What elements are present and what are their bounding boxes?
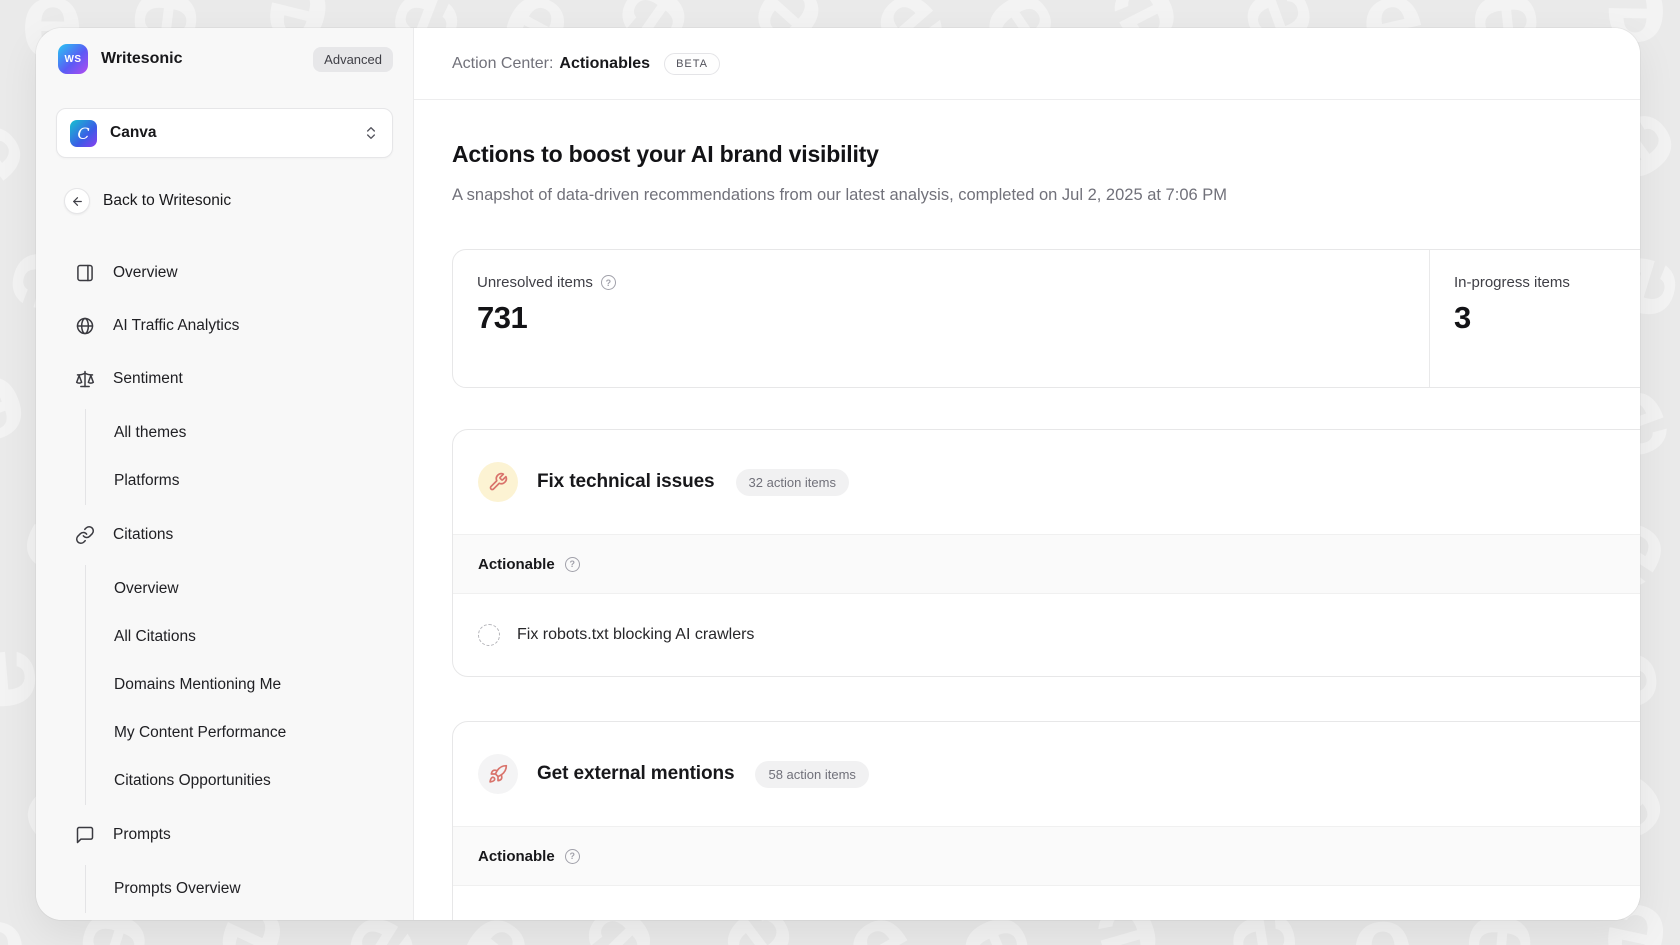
actionable-item-label: Fix robots.txt blocking AI crawlers: [517, 626, 755, 643]
rocket-icon: [478, 754, 518, 794]
sidebar-item-label: Citations: [113, 526, 174, 543]
back-to-writesonic-link[interactable]: Back to Writesonic: [56, 188, 393, 214]
wrench-icon: [478, 462, 518, 502]
canva-logo-icon: C: [70, 119, 97, 147]
sidebar-item-overview[interactable]: Overview: [75, 250, 393, 296]
chevrons-up-down-icon: [367, 127, 375, 139]
sidebar-item-label: AI Traffic Analytics: [113, 317, 240, 334]
breadcrumb-prefix: Action Center:: [452, 54, 554, 72]
sidebar: WS Writesonic Advanced C Canva Back to W…: [36, 28, 414, 920]
workspace-name: Canva: [110, 124, 157, 141]
status-circle-icon[interactable]: [478, 624, 500, 646]
back-button[interactable]: [64, 188, 90, 214]
action-items-count-badge: 32 action items: [735, 468, 849, 496]
sidebar-item-all-themes[interactable]: All themes: [114, 424, 187, 441]
sidebar-item-domains-mentioning-me[interactable]: Domains Mentioning Me: [114, 676, 282, 693]
clipped-item-row: [453, 886, 1640, 920]
sidebar-item-label: Prompts: [113, 826, 171, 843]
sidebar-item-label: Sentiment: [113, 370, 183, 387]
sidebar-item-label: Overview: [113, 264, 178, 281]
sidebar-item-my-content-performance[interactable]: My Content Performance: [114, 724, 287, 741]
actionable-item[interactable]: Fix robots.txt blocking AI crawlers: [453, 594, 1640, 676]
plan-badge: Advanced: [313, 46, 393, 72]
action-card-fix-technical-issues: Fix technical issues 32 action items Act…: [452, 429, 1640, 677]
sidebar-item-citations[interactable]: Citations: [75, 512, 393, 558]
stat-unresolved: Unresolved items ? 731: [477, 274, 1640, 336]
action-items-count-badge: 58 action items: [755, 760, 869, 788]
actionable-section-header: Actionable ?: [453, 534, 1640, 594]
brand-name: Writesonic: [101, 50, 183, 67]
card-title: Fix technical issues: [537, 471, 715, 492]
prompts-subnav: Prompts Overview: [85, 865, 393, 913]
sidebar-item-citations-overview[interactable]: Overview: [114, 580, 179, 597]
arrow-left-icon: [72, 196, 82, 206]
content: Actions to boost your AI brand visibilit…: [414, 100, 1640, 920]
chat-icon: [76, 826, 94, 844]
breadcrumb-current: Actionables: [559, 54, 651, 72]
actionable-label: Actionable: [478, 555, 555, 573]
notebook-icon: [77, 264, 93, 282]
card-header: Get external mentions 58 action items: [453, 722, 1640, 826]
stats-divider: [1429, 250, 1430, 387]
help-icon[interactable]: ?: [564, 556, 580, 572]
sidebar-item-all-citations[interactable]: All Citations: [114, 628, 196, 645]
sidebar-item-prompts-overview[interactable]: Prompts Overview: [114, 880, 241, 897]
app-window: WS Writesonic Advanced C Canva Back to W…: [36, 28, 1640, 920]
card-header: Fix technical issues 32 action items: [453, 430, 1640, 534]
sidebar-nav: Overview AI Traffic Analytics Sentiment …: [56, 250, 393, 913]
sidebar-item-ai-traffic-analytics[interactable]: AI Traffic Analytics: [75, 303, 393, 349]
stat-value: 731: [477, 300, 528, 335]
stat-label: In-progress items: [1454, 274, 1570, 291]
stat-label: Unresolved items: [477, 274, 593, 291]
stat-value: 3: [1454, 300, 1471, 335]
sentiment-subnav: All themes Platforms: [85, 409, 393, 505]
stats-card: Unresolved items ? 731 In-progress items…: [452, 249, 1640, 388]
action-card-get-external-mentions: Get external mentions 58 action items Ac…: [452, 721, 1640, 920]
help-icon[interactable]: ?: [564, 848, 580, 864]
sidebar-item-citations-opportunities[interactable]: Citations Opportunities: [114, 772, 271, 789]
sidebar-item-sentiment[interactable]: Sentiment: [75, 356, 393, 402]
actionable-section-header: Actionable ?: [453, 826, 1640, 886]
link-icon: [75, 525, 95, 545]
back-label: Back to Writesonic: [103, 192, 232, 209]
sidebar-item-prompts[interactable]: Prompts: [75, 812, 393, 858]
actionable-label: Actionable: [478, 847, 555, 865]
page-header: Action Center: Actionables BETA: [414, 28, 1640, 100]
help-icon[interactable]: ?: [600, 275, 616, 290]
writesonic-logo-icon: WS: [58, 44, 88, 74]
beta-badge: BETA: [664, 52, 720, 75]
sidebar-item-platforms[interactable]: Platforms: [114, 472, 180, 489]
scale-icon: [75, 370, 95, 388]
page-title: Actions to boost your AI brand visibilit…: [452, 141, 879, 167]
globe-icon: [76, 317, 94, 335]
page-subtitle: A snapshot of data-driven recommendation…: [452, 186, 1228, 204]
stat-in-progress: In-progress items 3: [1454, 274, 1570, 336]
citations-subnav: Overview All Citations Domains Mentionin…: [85, 565, 393, 805]
brand-row: WS Writesonic Advanced: [56, 44, 393, 74]
main-area: Action Center: Actionables BETA Actions …: [414, 28, 1640, 920]
workspace-selector[interactable]: C Canva: [56, 108, 393, 158]
card-title: Get external mentions: [537, 763, 735, 784]
